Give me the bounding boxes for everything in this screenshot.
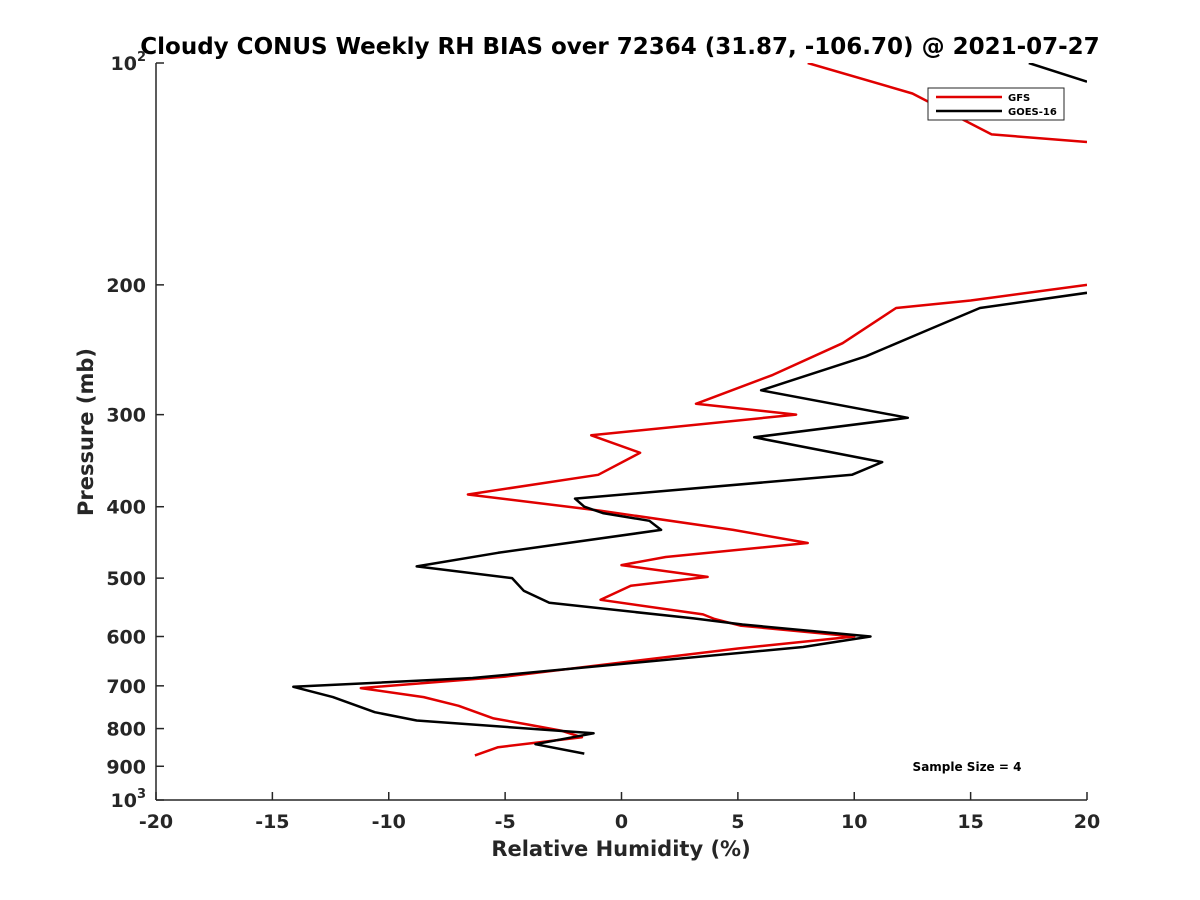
series-line-goes16-segment-0 xyxy=(1028,63,1087,83)
y-tick-label: 200 xyxy=(106,275,146,297)
x-ticks: -20 -15 -10 -5 0 5 10 15 20 xyxy=(139,792,1100,833)
series-line-gfs-segment-1 xyxy=(359,283,1087,757)
x-tick-label: -5 xyxy=(495,811,516,833)
legend-label-goes16: GOES-16 xyxy=(1008,107,1057,118)
x-axis-label: Relative Humidity (%) xyxy=(491,837,750,861)
legend-box xyxy=(927,87,1065,121)
x-tick-label: -10 xyxy=(372,811,406,833)
x-tick-label: 10 xyxy=(841,811,867,833)
y-tick-label: 600 xyxy=(106,626,146,648)
x-tick-label: 5 xyxy=(731,811,744,833)
y-tick-label: 700 xyxy=(106,676,146,698)
legend-label-gfs: GFS xyxy=(1008,93,1030,104)
legend: GFS GOES-16 xyxy=(927,87,1065,121)
x-tick-label: 0 xyxy=(615,811,628,833)
series-line-goes16-segment-1 xyxy=(292,291,1087,755)
y-ticks: 102 200 300 400 500 600 700 800 900 103 xyxy=(106,50,164,812)
y-tick-label: 400 xyxy=(106,497,146,519)
x-tick-label: 20 xyxy=(1074,811,1100,833)
y-tick-label: 900 xyxy=(106,756,146,778)
y-tick-label: 103 xyxy=(111,787,147,812)
y-tick-label: 800 xyxy=(106,719,146,741)
x-tick-label: -20 xyxy=(139,811,173,833)
chart-title: Cloudy CONUS Weekly RH BIAS over 72364 (… xyxy=(140,34,1099,60)
y-tick-label: 500 xyxy=(106,568,146,590)
sample-size-annotation: Sample Size = 4 xyxy=(913,760,1022,774)
y-tick-label: 102 xyxy=(111,50,147,75)
x-tick-label: -15 xyxy=(255,811,289,833)
y-axis-label: Pressure (mb) xyxy=(74,348,98,516)
series-layer xyxy=(292,63,1087,757)
x-tick-label: 15 xyxy=(957,811,983,833)
y-tick-label: 300 xyxy=(106,405,146,427)
